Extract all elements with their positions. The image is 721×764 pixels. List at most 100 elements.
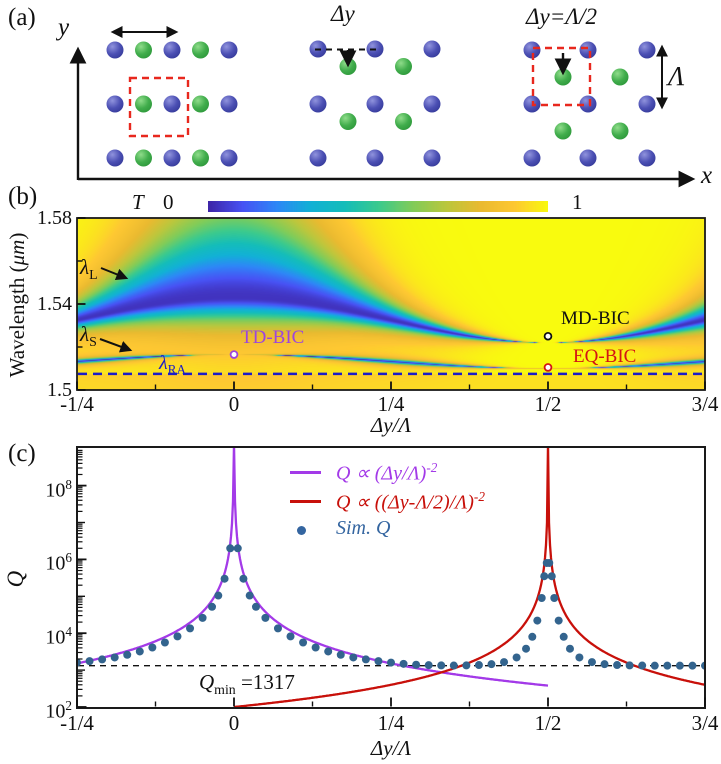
q-plot-frame <box>76 446 706 709</box>
sim-q-data-point <box>214 591 223 600</box>
wavelength-tick-label: 1.58 <box>37 207 72 229</box>
qmin-annotation: Qmin =1317 <box>199 670 295 698</box>
green-atom-dot <box>135 41 152 59</box>
sim-q-data-point <box>160 638 169 647</box>
sim-q-data-point <box>559 632 568 641</box>
green-atom-dot <box>395 58 412 75</box>
unit-cell-outline <box>531 46 592 107</box>
panel-c-label: (c) <box>8 440 36 467</box>
legend-entry-red: Q ∝ ((Δy-Λ/2)/Λ)-2 <box>336 489 485 514</box>
panel-b-axes <box>76 217 706 391</box>
green-atom-dot <box>611 68 629 86</box>
green-atom-dot <box>135 95 152 113</box>
sim-q-data-point <box>462 661 471 670</box>
blue-atom-dot <box>523 41 541 59</box>
td-bic-marker <box>229 350 239 359</box>
lambda-L-annotation: λL <box>80 255 98 283</box>
x-tick-label: 1/2 <box>534 711 562 735</box>
blue-atom-dot <box>106 95 124 113</box>
sim-q-data-point <box>399 659 408 668</box>
sim-q-data-point <box>349 653 358 662</box>
sim-q-data-point <box>650 661 659 670</box>
eq-bic-marker <box>543 363 553 372</box>
x-tick-label: 3/4 <box>691 711 719 735</box>
eq-bic-label: EQ-BIC <box>573 346 637 367</box>
panel-a-label: (a) <box>8 4 36 31</box>
blue-atom-dot <box>523 149 541 167</box>
green-atom-dot <box>554 122 572 140</box>
lattice-small-shift <box>309 40 441 167</box>
q-tick-label: 106 <box>45 550 72 576</box>
green-atom-dot <box>192 95 209 113</box>
sim-q-data-point <box>512 653 521 662</box>
q-tick-label: 104 <box>45 624 72 649</box>
blue-atom-dot <box>163 149 181 167</box>
x-tick-label: -1/4 <box>60 711 94 735</box>
blue-atom-dot <box>579 149 597 167</box>
sim-q-data-point <box>565 644 574 653</box>
x-tick-label: -1/4 <box>60 392 94 416</box>
green-atom-dot <box>611 122 629 140</box>
sim-q-data-point <box>251 602 260 611</box>
blue-atom-dot <box>638 95 656 113</box>
sim-q-data-point <box>545 558 554 567</box>
lambda-RA-annotation: λRA <box>159 352 186 377</box>
fit-curve <box>233 448 704 707</box>
blue-atom-dot <box>163 41 181 59</box>
sim-q-data-point <box>701 661 704 670</box>
blue-atom-dot <box>423 40 441 58</box>
colorbar-title: T <box>132 190 144 214</box>
blue-atom-dot <box>220 95 238 113</box>
x-tick-label: 3/4 <box>691 392 719 416</box>
lambda-S-pointer-arrow <box>99 338 133 353</box>
blue-atom-dot <box>163 95 181 113</box>
blue-atom-dot <box>423 95 441 113</box>
colorbar-min-label: 0 <box>163 190 174 214</box>
sim-q-data-point <box>261 613 270 622</box>
sim-q-data-point <box>239 574 248 583</box>
sim-q-data-point <box>245 591 254 600</box>
sim-q-data-point <box>311 643 320 652</box>
sim-q-data-point <box>387 658 395 667</box>
blue-atom-dot <box>579 95 597 113</box>
sim-q-data-point <box>550 593 559 602</box>
sim-q-data-point <box>148 643 157 652</box>
wavelength-tick-label: 1.5 <box>47 379 72 401</box>
sim-q-data-point <box>336 650 345 659</box>
unit-cell-outline <box>128 76 190 138</box>
sim-q-data-point <box>135 647 144 656</box>
blue-atom-dot <box>309 149 327 167</box>
blue-atom-dot <box>638 41 656 59</box>
sim-q-data-point <box>226 544 235 553</box>
x-tick-label: 1/4 <box>377 711 405 735</box>
sim-q-data-point <box>110 653 119 662</box>
sim-q-data-point <box>522 644 531 653</box>
green-atom-dot <box>339 113 357 130</box>
sim-q-data-point <box>233 544 242 553</box>
panel-c-plot <box>76 446 706 709</box>
y-axis-label-a: y <box>58 14 70 41</box>
blue-atom-dot <box>423 149 441 167</box>
sim-q-data-point <box>600 660 609 669</box>
sim-q-data-point <box>299 638 308 647</box>
sim-q-data-point <box>528 632 537 641</box>
sim-q-data-point <box>449 661 458 670</box>
sim-q-data-point <box>374 657 383 666</box>
sim-q-data-point <box>638 661 647 670</box>
q-tick-label: 108 <box>45 476 72 502</box>
sim-q-data-point <box>324 647 333 656</box>
sim-q-data-point <box>437 661 446 670</box>
green-atom-dot <box>135 149 152 167</box>
green-atom-dot <box>192 149 209 167</box>
x-tick-label: 0 <box>228 711 240 735</box>
lattice-half-shift <box>523 41 668 167</box>
sim-q-data-point <box>625 661 634 670</box>
lambda-L-pointer-arrow <box>100 267 129 281</box>
green-atom-dot <box>395 113 412 130</box>
blue-atom-dot <box>366 149 384 167</box>
blue-atom-dot <box>220 149 238 167</box>
blue-atom-dot <box>366 95 384 113</box>
blue-atom-dot <box>638 149 656 167</box>
x-axis-label-c: Δy/Λ <box>370 736 412 760</box>
